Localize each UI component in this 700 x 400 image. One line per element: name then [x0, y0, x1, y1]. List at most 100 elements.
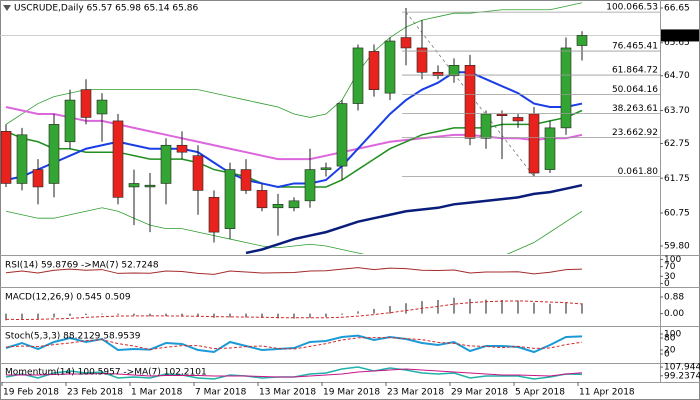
candle-body	[528, 113, 540, 174]
candle-body	[464, 65, 476, 139]
y-tick-label: 70	[664, 262, 676, 272]
histogram-bar	[485, 299, 487, 314]
candle-body	[240, 169, 252, 191]
candle-body	[320, 167, 332, 170]
y-tick-label: 66.65	[664, 3, 690, 13]
candle-body	[288, 200, 300, 209]
candle-body	[544, 127, 556, 170]
indicator-line	[5, 207, 583, 254]
indicator-line	[6, 368, 583, 378]
candle-body	[176, 144, 188, 153]
fib-ratio-label: 38.2	[612, 104, 632, 114]
panel	[5, 297, 583, 321]
histogram-bar	[117, 313, 119, 315]
y-tick-label: 100	[664, 330, 681, 340]
y-tick-label: 0.88	[664, 292, 684, 302]
fib-price-label: 65.41	[632, 42, 658, 52]
candle-body	[496, 113, 508, 117]
candle-body	[160, 144, 172, 184]
y-tick-label: 0	[664, 350, 670, 360]
panel	[5, 366, 583, 380]
last-price-box	[661, 29, 699, 42]
indicator-line	[5, 334, 583, 354]
y-tick-label: 0	[664, 279, 670, 289]
histogram-bar	[309, 313, 311, 318]
y-tick-label: 63.70	[664, 106, 690, 116]
fib-price-label: 64.72	[632, 66, 658, 76]
candle-body	[112, 120, 124, 198]
histogram-bar	[21, 313, 23, 320]
candle-body	[272, 204, 284, 209]
histogram-bar	[133, 313, 135, 316]
indicator-line	[5, 337, 583, 351]
panel	[0, 2, 660, 254]
histogram-bar	[5, 313, 7, 321]
y-tick-label: 99.2374	[664, 371, 700, 381]
panel-title: Stoch(5,3,3) 88.2129 58.9539	[5, 332, 141, 342]
histogram-bar	[581, 303, 583, 314]
histogram-bar	[389, 306, 391, 314]
candle-body	[96, 99, 108, 115]
x-tick-label: 5 Apr 2018	[515, 388, 565, 398]
x-tick-label: 13 Mar 2018	[259, 388, 316, 398]
histogram-bar	[85, 313, 87, 316]
fib-ratio-label: 76.4	[612, 42, 632, 52]
y-tick-label: 30	[664, 272, 676, 282]
panel-title: MACD(12,26,9) 0.545 0.509	[5, 293, 131, 303]
histogram-bar	[325, 313, 327, 318]
y-tick-label: 0.00	[664, 309, 684, 319]
candle-body	[576, 35, 588, 46]
y-tick-label: 20	[664, 346, 676, 356]
candle-body	[480, 113, 492, 139]
indicator-line	[5, 267, 583, 275]
candle-body	[64, 99, 76, 143]
candle-body	[432, 71, 444, 77]
y-tick-label: 107.9445	[664, 363, 700, 373]
candle-body	[336, 103, 348, 167]
y-tick-label: 61.75	[664, 174, 690, 184]
histogram-bar	[149, 313, 151, 317]
panel-title: RSI(14) 59.8769 ->MA(7) 52.7248	[5, 261, 159, 271]
candle-body	[0, 131, 12, 184]
histogram-bar	[373, 308, 375, 314]
fib-price-label: 61.80	[632, 167, 658, 177]
histogram-bar	[181, 313, 183, 317]
candle-body	[16, 134, 28, 184]
fib-ratio-label: 50.0	[612, 85, 632, 95]
histogram-bar	[533, 302, 535, 314]
fib-price-label: 66.53	[632, 3, 658, 13]
histogram-bar	[341, 313, 343, 315]
candle-body	[48, 124, 60, 184]
last-price-label: 65.86	[664, 31, 692, 41]
histogram-bar	[101, 313, 103, 315]
histogram-bar	[245, 313, 247, 318]
histogram-bar	[165, 313, 167, 317]
x-tick-label: 23 Mar 2018	[387, 388, 444, 398]
candle-body	[80, 89, 92, 118]
panel	[5, 267, 583, 275]
fib-ratio-label: 100.0	[606, 3, 632, 13]
histogram-bar	[277, 313, 279, 319]
candle-body	[304, 169, 316, 202]
indicator-line	[5, 2, 583, 125]
panel-title: Momentum(14) 100.5957 ->MA(7) 102.2101	[5, 368, 207, 378]
candle-body	[512, 117, 524, 122]
fib-ratio-label: 23.6	[612, 128, 632, 138]
fib-price-label: 63.61	[632, 104, 658, 114]
x-tick-label: 23 Feb 2018	[67, 388, 123, 398]
indicator-line	[245, 183, 583, 254]
candle-body	[352, 47, 364, 104]
x-tick-label: 11 Apr 2018	[579, 388, 635, 398]
x-tick-label: 19 Mar 2018	[323, 388, 380, 398]
indicator-line	[5, 300, 583, 321]
candle-body	[256, 190, 268, 209]
x-tick-label: 1 Mar 2018	[131, 388, 183, 398]
y-tick-label: 100	[664, 255, 681, 265]
x-tick-label: 29 Mar 2018	[451, 388, 508, 398]
histogram-bar	[357, 311, 359, 314]
histogram-bar	[549, 303, 551, 314]
fib-ratio-label: 61.8	[612, 66, 632, 76]
y-tick-label: 60.75	[664, 208, 690, 218]
panel-title: USCRUDE,Daily 65.57 65.98 65.14 65.86	[14, 4, 198, 14]
